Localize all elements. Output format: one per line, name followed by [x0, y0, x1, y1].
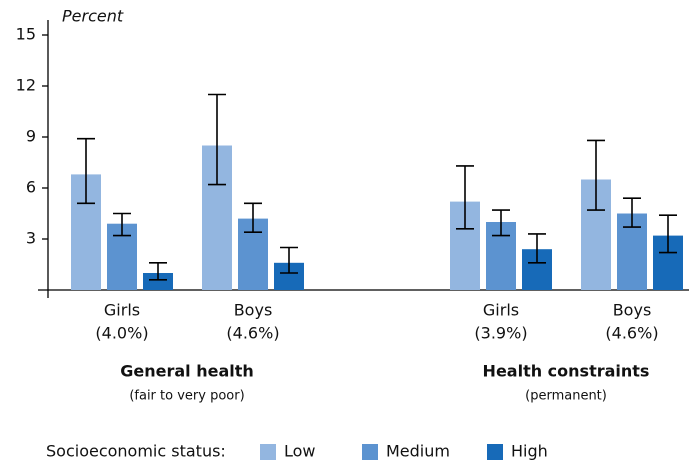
x-tick-note: (3.9%): [474, 324, 527, 343]
y-tick-label: 6: [26, 178, 36, 197]
group-label: Health constraints: [483, 362, 650, 381]
y-tick-label: 15: [16, 25, 36, 44]
y-axis-label: Percent: [62, 7, 124, 26]
group-label: General health: [120, 362, 254, 381]
legend-title: Socioeconomic status:: [46, 442, 226, 461]
y-tick-label: 3: [26, 229, 36, 248]
x-tick-note: (4.6%): [226, 324, 279, 343]
y-tick-label: 12: [16, 76, 36, 95]
legend-swatch: [487, 444, 503, 460]
legend-label: High: [511, 442, 548, 461]
x-tick-note: (4.6%): [605, 324, 658, 343]
group-note: (permanent): [525, 389, 607, 404]
x-tick-note: (4.0%): [95, 324, 148, 343]
legend-label: Low: [284, 442, 316, 461]
legend-swatch: [260, 444, 276, 460]
group-note: (fair to very poor): [129, 389, 244, 404]
x-tick-label: Girls: [104, 301, 140, 320]
x-tick-label: Boys: [613, 301, 652, 320]
legend-swatch: [362, 444, 378, 460]
legend-label: Medium: [386, 442, 450, 461]
bar: [143, 273, 173, 290]
x-tick-label: Boys: [234, 301, 273, 320]
y-tick-label: 9: [26, 127, 36, 146]
x-tick-label: Girls: [483, 301, 519, 320]
